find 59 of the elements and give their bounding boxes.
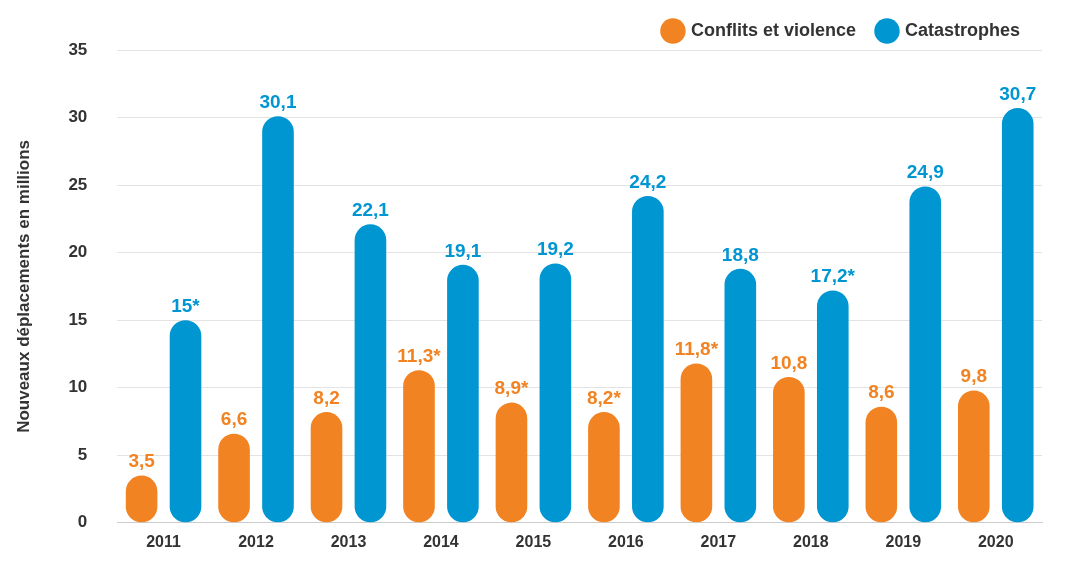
data-label: 18,8 (721, 243, 759, 265)
x-tick-label: 2017 (700, 532, 737, 550)
bar (354, 224, 387, 523)
y-tick-label: 20 (68, 242, 88, 262)
bar (403, 370, 435, 523)
data-label: 8,2* (587, 386, 622, 408)
data-label: 8,2 (313, 386, 340, 408)
x-tick-label: 2013 (330, 532, 367, 550)
y-tick-label: 35 (68, 39, 88, 59)
bar (773, 376, 805, 523)
y-tick-label: 5 (77, 444, 88, 464)
bar (169, 320, 202, 523)
data-label: 10,8 (770, 351, 808, 373)
data-label: 17,2* (810, 265, 856, 287)
data-label: 6,6 (220, 408, 248, 430)
x-tick-label: 2011 (146, 532, 181, 550)
y-tick-label: 25 (68, 174, 88, 194)
x-tick-label: 2012 (238, 532, 274, 550)
bar (1001, 108, 1034, 523)
y-tick-label: 10 (68, 377, 88, 397)
y-tick-label: 30 (68, 107, 88, 127)
x-tick-label: 2019 (885, 532, 922, 550)
x-tick-label: 2015 (515, 532, 552, 550)
data-label: 15* (171, 294, 201, 316)
bar (724, 268, 757, 523)
bar (262, 116, 294, 523)
data-label: 8,9* (494, 377, 529, 399)
data-label: 19,2 (536, 238, 574, 260)
bar (539, 263, 572, 523)
legend-label: Catastrophes (904, 19, 1020, 40)
x-tick-label: 2016 (608, 532, 644, 550)
y-axis-title: Nouveaux déplacements en millions (13, 139, 33, 433)
bar (588, 412, 620, 523)
bar (816, 290, 849, 523)
y-tick-label: 15 (68, 309, 88, 329)
y-tick-label: 0 (77, 512, 88, 532)
bar (865, 406, 898, 523)
data-label: 11,3* (397, 344, 442, 366)
data-label: 30,1 (259, 90, 297, 112)
bar (495, 402, 528, 523)
data-label: 24,2 (629, 170, 667, 192)
bar (680, 363, 713, 523)
data-label: 9,8 (960, 365, 988, 387)
x-tick-label: 2018 (793, 532, 829, 550)
legend-label: Conflits et violence (690, 19, 856, 40)
bar (447, 264, 479, 523)
bar (909, 186, 942, 523)
bar (632, 195, 664, 523)
data-label: 19,1 (444, 239, 482, 261)
data-label: 30,7 (999, 82, 1037, 104)
bar (957, 390, 990, 523)
x-tick-label: 2014 (423, 532, 459, 550)
data-label: 8,6 (868, 381, 895, 403)
data-label: 3,5 (128, 450, 156, 472)
data-label: 24,9 (906, 161, 944, 183)
data-label: 11,8* (674, 338, 719, 360)
x-tick-label: 2020 (977, 532, 1014, 550)
bar (310, 412, 343, 523)
data-label: 22,1 (351, 198, 390, 220)
